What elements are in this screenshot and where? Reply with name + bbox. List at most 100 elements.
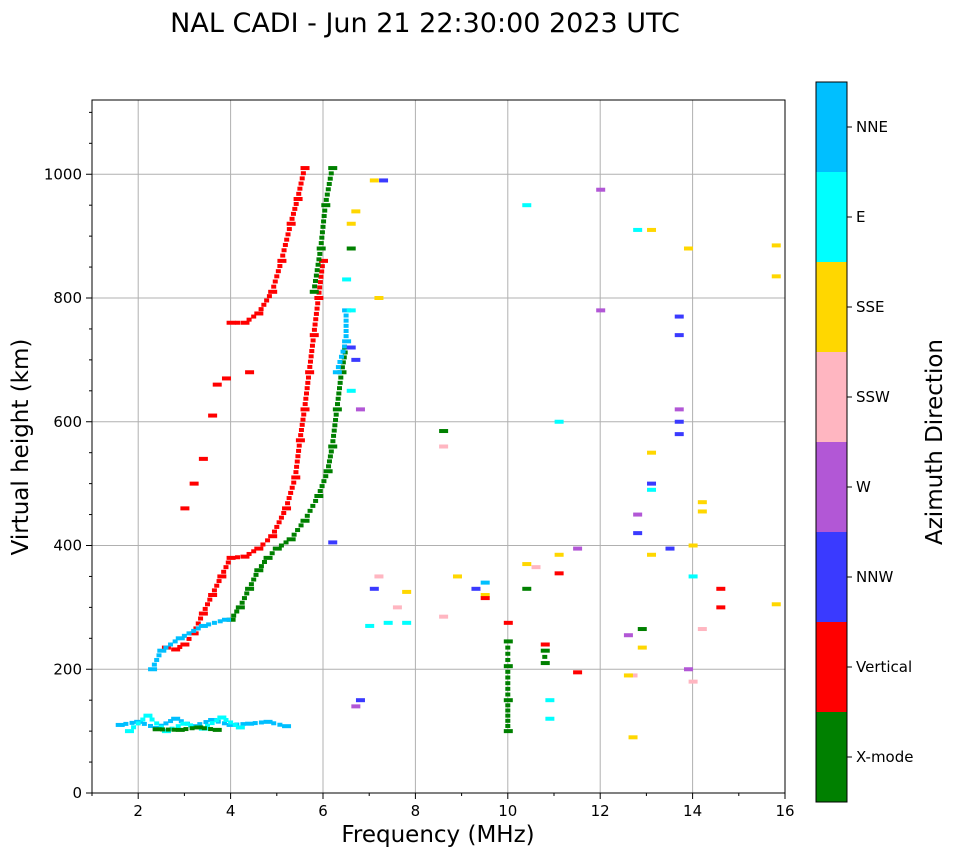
echo-point <box>201 726 207 731</box>
echo-point <box>647 227 657 232</box>
echo-point <box>314 268 320 273</box>
echo-point <box>328 449 334 454</box>
echo-point <box>540 661 550 666</box>
echo-point <box>328 171 334 176</box>
echo-point <box>217 619 223 624</box>
echo-point <box>189 726 195 731</box>
echo-point <box>341 355 347 360</box>
echo-point <box>277 264 283 269</box>
echo-point <box>180 642 190 647</box>
echo-point <box>313 273 319 278</box>
colorbar-frame <box>815 81 848 803</box>
echo-point <box>327 176 333 181</box>
echo-point <box>141 721 147 726</box>
echo-point <box>198 456 208 461</box>
echo-point <box>505 723 511 728</box>
echo-point <box>683 246 693 251</box>
echo-point <box>297 186 303 191</box>
echo-point <box>309 349 315 354</box>
echo-point <box>305 375 311 380</box>
echo-point <box>221 617 231 622</box>
echo-point <box>131 725 137 730</box>
echo-point <box>168 719 174 724</box>
echo-point <box>633 227 643 232</box>
echo-point <box>278 515 284 520</box>
echo-point <box>596 187 606 192</box>
echo-point <box>248 582 254 587</box>
echo-point <box>286 537 296 542</box>
echo-point <box>154 721 160 726</box>
echo-point <box>296 448 302 453</box>
echo-point <box>321 479 327 484</box>
echo-point <box>232 722 238 727</box>
echo-point <box>258 307 264 312</box>
echo-point <box>319 258 328 263</box>
echo-point <box>312 278 318 283</box>
echo-point <box>293 197 303 201</box>
echo-point <box>191 628 197 633</box>
echo-point <box>152 727 162 732</box>
echo-point <box>351 704 361 709</box>
echo-point <box>674 333 684 338</box>
echo-point <box>282 506 292 511</box>
echo-point <box>317 280 323 285</box>
echo-point <box>171 727 177 732</box>
echo-point <box>314 296 324 300</box>
echo-point <box>304 513 310 518</box>
echo-point <box>317 489 323 494</box>
echo-point <box>374 296 384 300</box>
echo-point <box>311 327 317 332</box>
echo-point <box>335 365 341 370</box>
y-axis-ticks: 0 200 400 600 800 1000 <box>44 111 92 802</box>
echo-point <box>276 520 282 525</box>
echo-point <box>665 546 675 551</box>
echo-point <box>180 721 190 726</box>
echo-point <box>148 667 158 672</box>
echo-point <box>683 667 693 672</box>
echo-point <box>225 560 231 565</box>
echo-point <box>308 354 314 359</box>
echo-point <box>221 721 227 726</box>
echo-point <box>316 246 326 251</box>
x-tick-label: 14 <box>683 802 702 820</box>
echo-point <box>315 262 321 267</box>
echo-point <box>246 551 252 556</box>
echo-point <box>291 532 297 537</box>
echo-point <box>505 645 511 650</box>
echo-point <box>298 428 304 432</box>
echo-point <box>293 201 299 206</box>
colorbar-label: W <box>856 478 871 496</box>
echo-point <box>272 546 282 551</box>
echo-point <box>319 230 325 235</box>
echo-point <box>342 277 352 282</box>
echo-point <box>288 490 294 495</box>
echo-point <box>330 439 336 444</box>
echo-point <box>503 698 513 703</box>
echo-point <box>212 382 222 387</box>
echo-point <box>771 274 781 279</box>
echo-point <box>318 274 324 279</box>
echo-point <box>503 620 513 625</box>
echo-point <box>188 723 194 728</box>
echo-point <box>245 586 255 591</box>
echo-point <box>129 720 135 725</box>
echo-point <box>217 715 227 720</box>
echo-point <box>241 596 247 601</box>
echo-point <box>402 589 412 594</box>
echo-point <box>542 654 548 659</box>
echo-point <box>271 721 277 726</box>
echo-point <box>274 274 280 279</box>
echo-point <box>522 203 532 208</box>
echo-point <box>554 419 564 424</box>
echo-point <box>281 511 287 516</box>
echo-point <box>189 724 199 729</box>
echo-point <box>688 574 698 579</box>
colorbar-segment <box>816 622 847 712</box>
echo-point <box>186 636 192 641</box>
echo-point <box>296 191 302 196</box>
echo-point <box>211 588 217 593</box>
echo-point <box>194 725 204 730</box>
echo-point <box>300 166 310 171</box>
echo-point <box>337 359 343 364</box>
echo-point <box>280 253 286 258</box>
